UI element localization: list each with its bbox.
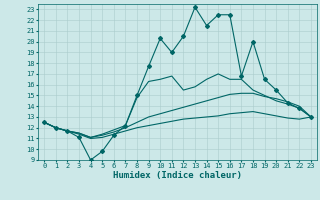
X-axis label: Humidex (Indice chaleur): Humidex (Indice chaleur) xyxy=(113,171,242,180)
